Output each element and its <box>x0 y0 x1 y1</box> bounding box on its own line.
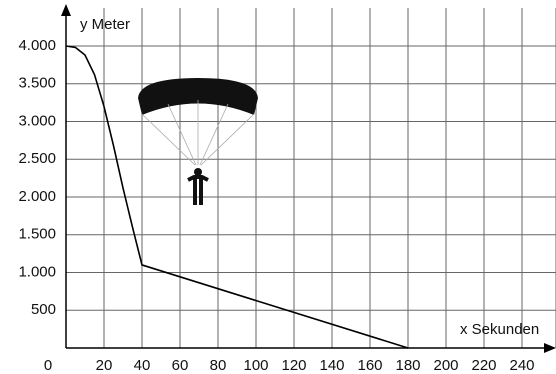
x-tick-label: 60 <box>172 357 189 374</box>
x-arrow <box>544 343 556 353</box>
y-axis-label: y Meter <box>80 16 130 33</box>
x-tick-label: 100 <box>243 357 268 374</box>
lines <box>141 100 255 166</box>
y-tick-label: 1.500 <box>18 226 56 243</box>
y-tick-label: 3.000 <box>18 112 56 129</box>
y-tick-label: 500 <box>31 301 56 318</box>
data-line <box>65 45 409 349</box>
canopy <box>138 78 258 115</box>
x-tick-label: 200 <box>433 357 458 374</box>
x-tick-label: 180 <box>395 357 420 374</box>
head <box>194 168 202 176</box>
x-tick-label: 160 <box>357 357 382 374</box>
y-tick-label: 4.000 <box>18 37 56 54</box>
axes <box>61 4 556 353</box>
x-tick-label: 140 <box>319 357 344 374</box>
y-tick-label: 2.000 <box>18 188 56 205</box>
x-axis-label: x Sekunden <box>460 321 539 338</box>
x-tick-label: 40 <box>134 357 151 374</box>
y-tick-label: 1.000 <box>18 263 56 280</box>
x-tick-label: 240 <box>509 357 534 374</box>
x-tick-label: 120 <box>281 357 306 374</box>
parachutist <box>138 78 258 205</box>
y-tick-label: 2.500 <box>18 150 56 167</box>
x-tick-label: 80 <box>210 357 227 374</box>
x-tick-label: 220 <box>471 357 496 374</box>
x-tick-label: 0 <box>44 357 52 374</box>
x-tick-label: 20 <box>96 357 113 374</box>
y-arrow <box>61 4 71 16</box>
body <box>187 175 209 205</box>
y-tick-label: 3.500 <box>18 75 56 92</box>
